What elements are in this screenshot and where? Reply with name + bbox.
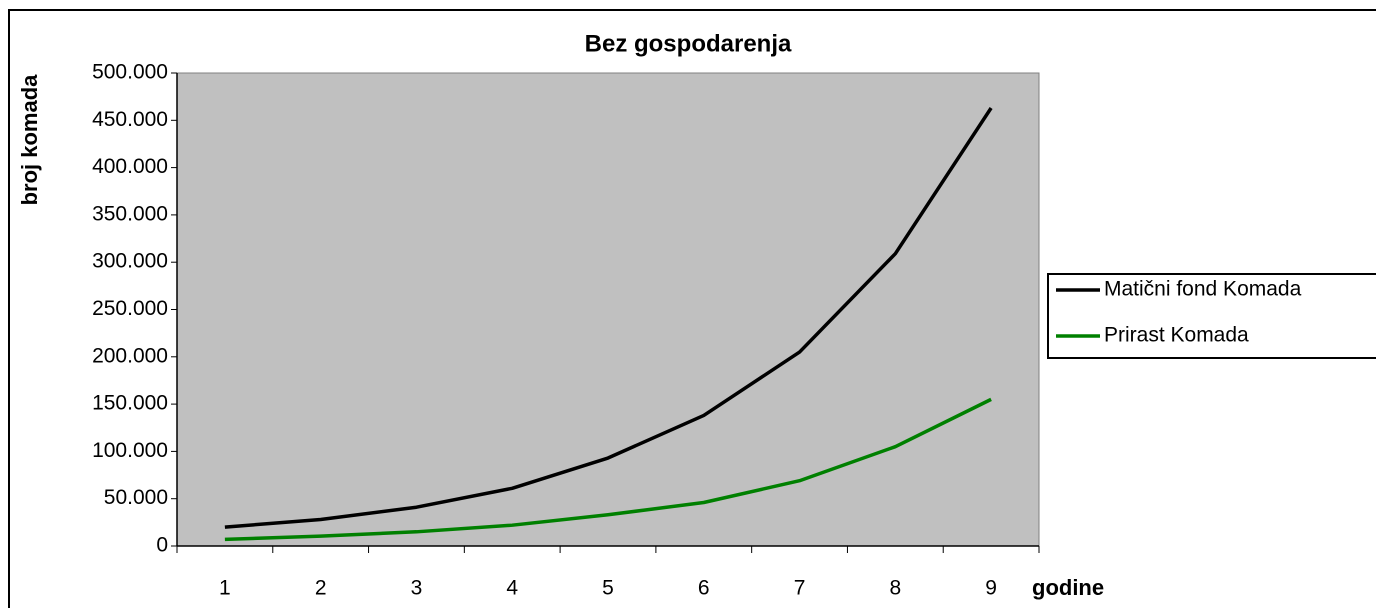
x-tick-label: 1 bbox=[219, 577, 231, 600]
y-tick-label: 50.000 bbox=[104, 486, 168, 509]
y-axis-label: broj komada bbox=[17, 74, 42, 206]
y-tick-label: 100.000 bbox=[92, 439, 168, 462]
y-tick-label: 350.000 bbox=[92, 202, 168, 225]
y-tick-label: 0 bbox=[156, 534, 168, 557]
x-axis-label: godine bbox=[1032, 575, 1104, 600]
legend-label: Prirast Komada bbox=[1104, 324, 1249, 347]
y-tick-label: 300.000 bbox=[92, 250, 168, 273]
x-tick-label: 6 bbox=[698, 577, 710, 600]
legend-label: Matični fond Komada bbox=[1104, 278, 1302, 301]
plot-area bbox=[176, 72, 1040, 547]
series-line bbox=[224, 397, 992, 542]
x-tick-label: 4 bbox=[506, 577, 518, 600]
y-tick-label: 200.000 bbox=[92, 344, 168, 367]
y-tick-label: 250.000 bbox=[92, 297, 168, 320]
y-tick-label: 450.000 bbox=[92, 108, 168, 131]
chart-title: Bez gospodarenja bbox=[585, 30, 792, 57]
x-tick-label: 9 bbox=[985, 577, 997, 600]
y-tick-label: 500.000 bbox=[92, 61, 168, 84]
x-tick-label: 8 bbox=[889, 577, 901, 600]
x-tick-label: 7 bbox=[794, 577, 806, 600]
x-tick-label: 3 bbox=[411, 577, 423, 600]
x-tick-label: 5 bbox=[602, 577, 614, 600]
x-tick-label: 2 bbox=[315, 577, 327, 600]
y-tick-label: 150.000 bbox=[92, 392, 168, 415]
y-tick-label: 400.000 bbox=[92, 155, 168, 178]
series-line bbox=[224, 107, 993, 529]
legend bbox=[1047, 273, 1376, 359]
